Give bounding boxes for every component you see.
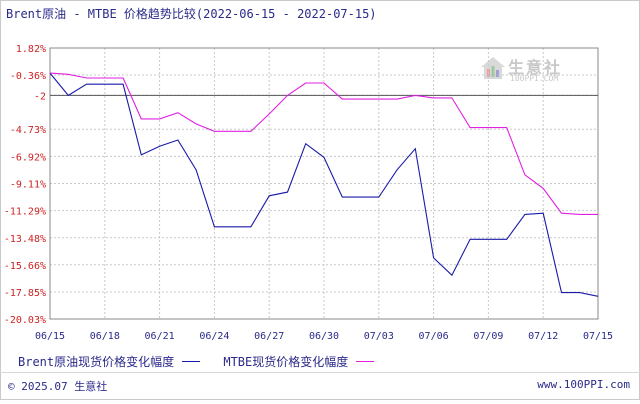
x-tick-label: 07/15 xyxy=(583,331,613,342)
y-tick-label: -2 xyxy=(34,91,46,102)
y-tick-label: -0.36% xyxy=(10,71,46,82)
watermark-logo: 生意社 100PPI.COM xyxy=(480,54,576,90)
y-tick-label: -6.92% xyxy=(10,152,46,163)
series-line-mtbe xyxy=(49,72,598,215)
legend: Brent原油现货价格变化幅度 MTBE现货价格变化幅度 xyxy=(18,353,390,369)
legend-swatch-mtbe xyxy=(356,361,375,362)
x-tick-label: 07/12 xyxy=(528,331,558,342)
y-tick-label: -13.48% xyxy=(4,234,46,245)
watermark-site: 100PPI.COM xyxy=(510,74,559,83)
chart-title: Brent原油 - MTBE 价格趋势比较(2022-06-15 - 2022-… xyxy=(6,7,377,21)
y-tick-label: -17.85% xyxy=(4,288,46,299)
footer-copyright: © 2025.07 生意社 xyxy=(8,380,108,393)
y-tick-label: 1.82% xyxy=(16,44,46,55)
x-tick-label: 06/15 xyxy=(35,331,65,342)
footer-divider xyxy=(0,372,640,373)
watermark-name: 生意社 xyxy=(508,58,563,77)
legend-label-brent: Brent原油现货价格变化幅度 xyxy=(18,355,175,369)
x-tick-label: 06/18 xyxy=(90,331,120,342)
legend-item-mtbe: MTBE现货价格变化幅度 xyxy=(223,353,375,370)
y-tick-label: -11.29% xyxy=(4,207,46,218)
x-tick-label: 07/03 xyxy=(364,331,394,342)
x-tick-label: 06/30 xyxy=(309,331,339,342)
x-tick-label: 06/27 xyxy=(254,331,284,342)
y-tick-label: -20.03% xyxy=(4,315,46,326)
legend-item-brent: Brent原油现货价格变化幅度 xyxy=(18,353,201,370)
x-tick-label: 06/24 xyxy=(199,331,229,342)
y-tick-label: -4.73% xyxy=(10,125,46,136)
plot-border xyxy=(49,47,599,320)
y-tick-label: -9.11% xyxy=(10,180,46,191)
footer-site-link[interactable]: www.100PPI.com xyxy=(537,378,630,391)
x-tick-label: 07/06 xyxy=(419,331,449,342)
legend-label-mtbe: MTBE现货价格变化幅度 xyxy=(223,355,349,369)
x-tick-label: 06/21 xyxy=(145,331,175,342)
series-line-brent xyxy=(49,72,599,297)
y-tick-label: -15.66% xyxy=(4,261,46,272)
legend-swatch-brent xyxy=(182,361,201,362)
x-tick-label: 07/09 xyxy=(473,331,503,342)
